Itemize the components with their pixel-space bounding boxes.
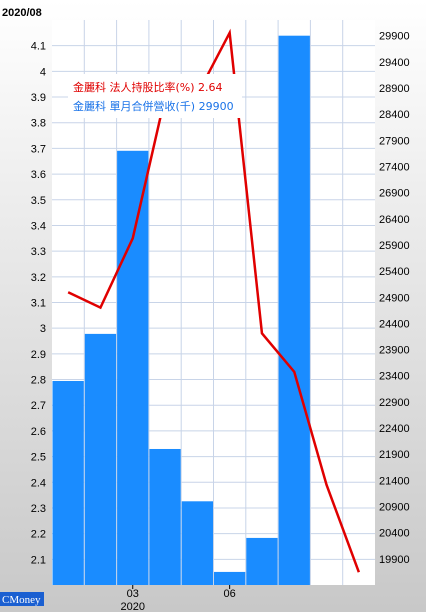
x-tick-label: 03: [127, 588, 139, 600]
left-tick-label: 4.1: [31, 41, 46, 53]
right-tick-label: 26900: [379, 188, 410, 200]
left-tick-label: 3.2: [31, 272, 46, 284]
bars-group: [52, 35, 310, 585]
right-tick-label: 20900: [379, 502, 410, 514]
right-tick-label: 19900: [379, 554, 410, 566]
right-tick-label: 27400: [379, 161, 410, 173]
right-tick-label: 26400: [379, 214, 410, 226]
left-tick-label: 2.5: [31, 452, 46, 464]
left-tick-label: 4: [40, 66, 46, 78]
left-tick-label: 2.7: [31, 400, 46, 412]
x-year-label: 2020: [121, 601, 145, 612]
legend-box: [68, 74, 242, 118]
left-tick-label: 2.6: [31, 426, 46, 438]
line-group: [67, 28, 361, 573]
right-tick-label: 25400: [379, 266, 410, 278]
left-tick-label: 3: [40, 323, 46, 335]
left-tick-label: 3.1: [31, 298, 46, 310]
left-tick-label: 3.4: [31, 220, 46, 232]
left-tick-label: 2.8: [31, 375, 46, 387]
bar: [278, 35, 310, 585]
right-tick-label: 25900: [379, 240, 410, 252]
bar: [117, 150, 149, 585]
right-tick-label: 29400: [379, 57, 410, 69]
right-tick-label: 23400: [379, 371, 410, 383]
left-tick-label: 2.1: [31, 554, 46, 566]
brand-badge: [0, 592, 44, 606]
left-tick-label: 3.9: [31, 92, 46, 104]
x-tick-label: 06: [224, 588, 236, 600]
left-tick-label: 3.5: [31, 195, 46, 207]
left-tick-label: 2.3: [31, 503, 46, 515]
right-tick-label: 28900: [379, 83, 410, 95]
legend-line-label: 金麗科 法人持股比率(%) 2.64: [73, 80, 223, 94]
left-tick-label: 3.6: [31, 169, 46, 181]
right-tick-label: 22400: [379, 423, 410, 435]
left-tick-label: 2.4: [31, 477, 46, 489]
left-tick-label: 2.2: [31, 529, 46, 541]
right-tick-label: 24400: [379, 318, 410, 330]
right-tick-label: 20400: [379, 528, 410, 540]
chart-date: 2020/08: [2, 7, 42, 19]
right-axis: 19900 20400 20900 21400 21900 22400 22900 23400…: [379, 31, 410, 566]
left-tick-label: 3.3: [31, 246, 46, 258]
left-tick-label: 2.9: [31, 349, 46, 361]
legend-bar-label: 金麗科 單月合併營收(千) 29900: [73, 99, 234, 113]
right-tick-label: 22900: [379, 397, 410, 409]
left-tick-label: 3.8: [31, 118, 46, 130]
bar: [214, 571, 246, 585]
brand-logo: CMoney: [2, 594, 41, 606]
bar: [149, 448, 181, 585]
left-axis: 2.1 2.2 2.3 2.4 2.5 2.6 2.7 2.8 2.9 3 3.1 3.2 3.3 3.4…: [31, 41, 46, 567]
right-tick-label: 21400: [379, 475, 410, 487]
right-tick-label: 29900: [379, 31, 410, 43]
left-tick-label: 3.7: [31, 143, 46, 155]
right-tick-label: 27900: [379, 135, 410, 147]
bar: [181, 501, 213, 585]
right-tick-label: 24900: [379, 292, 410, 304]
bar: [84, 333, 117, 585]
right-tick-label: 23900: [379, 345, 410, 357]
right-tick-label: 21900: [379, 449, 410, 461]
bar: [246, 537, 278, 585]
x-axis: 03 06 2020: [121, 585, 236, 612]
right-tick-label: 28400: [379, 109, 410, 121]
ownership-line: [67, 28, 361, 573]
bar: [52, 380, 84, 585]
